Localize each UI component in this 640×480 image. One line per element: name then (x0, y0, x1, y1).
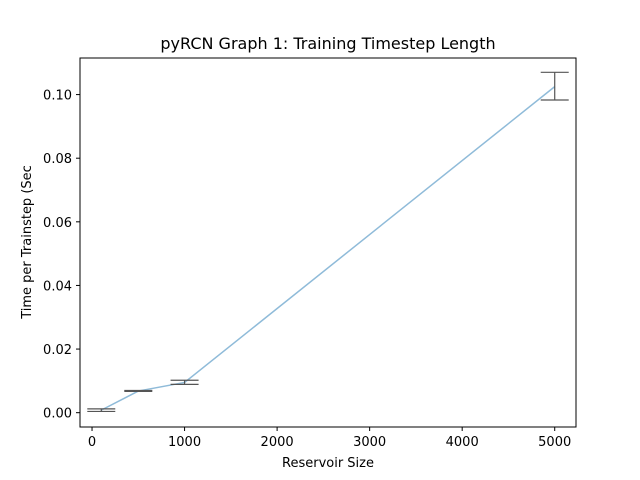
y-tick-label: 0.08 (43, 152, 72, 167)
chart-title: pyRCN Graph 1: Training Timestep Length (160, 34, 495, 53)
x-tick-label: 2000 (261, 435, 294, 450)
y-tick-label: 0.10 (43, 89, 72, 104)
y-tick-label: 0.06 (43, 216, 72, 231)
error-bar (124, 389, 153, 392)
x-axis: 0 1000 2000 3000 4000 5000 (88, 427, 571, 450)
y-tick-label: 0.00 (43, 407, 72, 422)
y-axis-label: Time per Trainstep (Sec (20, 165, 35, 320)
y-tick-label: 0.02 (43, 343, 72, 358)
x-tick-label: 1000 (168, 435, 201, 450)
y-tick-label: 0.04 (43, 279, 72, 294)
error-bar (87, 408, 116, 413)
series-line (100, 86, 556, 411)
axes-frame (79, 57, 577, 428)
x-tick-label: 3000 (353, 435, 386, 450)
error-bar (540, 71, 569, 101)
x-axis-label: Reservoir Size (282, 456, 374, 471)
x-tick-label: 5000 (538, 435, 571, 450)
x-tick-label: 0 (88, 435, 96, 450)
x-tick-label: 4000 (446, 435, 479, 450)
plot-area (87, 71, 569, 413)
y-axis: 0.00 0.02 0.04 0.06 0.08 0.10 (43, 89, 80, 422)
error-bar (170, 379, 199, 385)
